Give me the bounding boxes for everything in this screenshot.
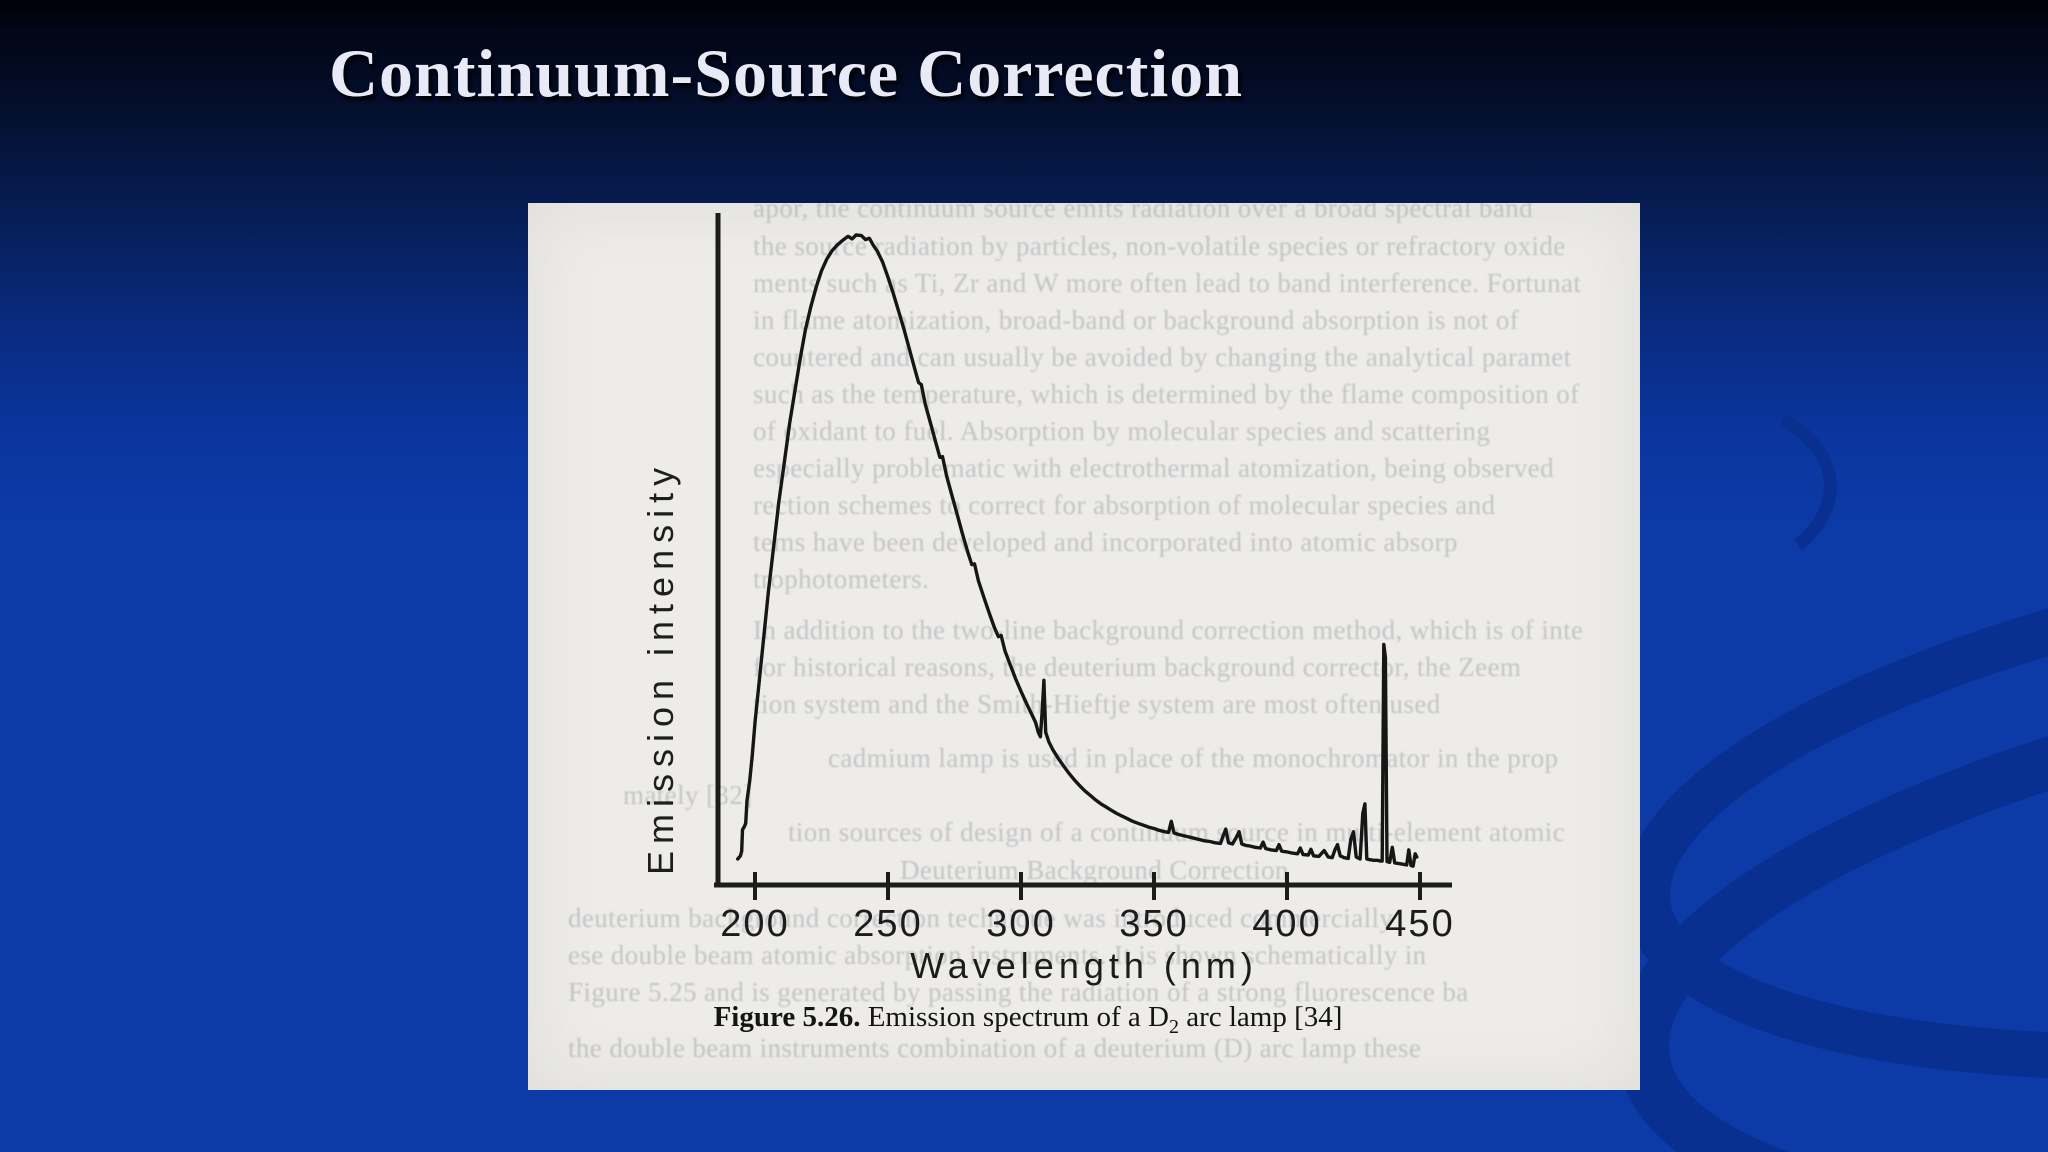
bleedthrough-line: tems have been developed and incorporate… [753, 527, 1458, 557]
bleedthrough-text-layer: apor, the continuum source emits radiati… [528, 203, 1640, 1090]
emission-curve [736, 233, 1419, 868]
bleedthrough-line: rection schemes to correct for absorptio… [753, 490, 1496, 520]
x-axis-label: Wavelength (nm) [910, 945, 1258, 986]
y-axis-label: Emission intensity [640, 460, 681, 875]
bleedthrough-line: such as the temperature, which is determ… [753, 379, 1580, 409]
x-tick-label: 300 [986, 903, 1056, 945]
bleedthrough-line: of oxidant to fuel. Absorption by molecu… [753, 416, 1491, 446]
scanned-page: apor, the continuum source emits radiati… [528, 203, 1640, 1090]
bleedthrough-line: mately [32] [623, 780, 753, 810]
emission-spectrum-chart [714, 213, 1452, 900]
figure-caption-number: Figure 5.26. [713, 1001, 861, 1033]
x-tick-label: 400 [1252, 903, 1322, 945]
swoosh-hook [1778, 414, 1837, 551]
figure-caption-text: Emission spectrum of a D [860, 1001, 1169, 1033]
bleedthrough-line: cadmium lamp is used in place of the mon… [828, 743, 1559, 773]
bleedthrough-line: for historical reasons, the deuterium ba… [753, 652, 1522, 682]
x-tick-label: 200 [720, 903, 790, 945]
figure-caption-tail: arc lamp [34] [1178, 1001, 1343, 1033]
swoosh-arc-upper [1623, 510, 2048, 1080]
slide-title: Continuum-Source Correction [328, 35, 1244, 111]
x-axis-tick-marks [753, 872, 1422, 900]
bleedthrough-line: deuterium background correction techniqu… [568, 903, 1394, 933]
bleedthrough-line: in flame atomization, broad-band or back… [753, 305, 1520, 335]
figure-caption: Figure 5.26. Emission spectrum of a D2 a… [558, 1001, 1498, 1039]
bleedthrough-line: the double beam instruments combination … [568, 1033, 1422, 1063]
bleedthrough-line: Deuterium Background Correction [900, 855, 1289, 885]
bleedthrough-line: Figure 5.25 and is generated by passing … [568, 977, 1469, 1007]
bleedthrough-line: especially problematic with electrotherm… [753, 453, 1554, 483]
bleedthrough-line: In addition to the two-line background c… [753, 615, 1584, 645]
bleedthrough-line: tion system and the Smith-Hieftje system… [753, 689, 1441, 719]
swoosh-arc-lower [1616, 612, 2048, 1152]
bleedthrough-line: apor, the continuum source emits radiati… [753, 203, 1534, 223]
bleedthrough-line: trophotometers. [753, 564, 930, 594]
bleedthrough-line: the source radiation by particles, non-v… [753, 231, 1566, 261]
x-tick-label: 450 [1385, 903, 1455, 945]
x-tick-label: 250 [853, 903, 923, 945]
bleedthrough-line: ese double beam atomic absorption instru… [568, 940, 1427, 970]
x-tick-label: 350 [1119, 903, 1189, 945]
figure-caption-subscript: 2 [1168, 1015, 1179, 1038]
bleedthrough-line: countered and can usually be avoided by … [753, 342, 1572, 372]
